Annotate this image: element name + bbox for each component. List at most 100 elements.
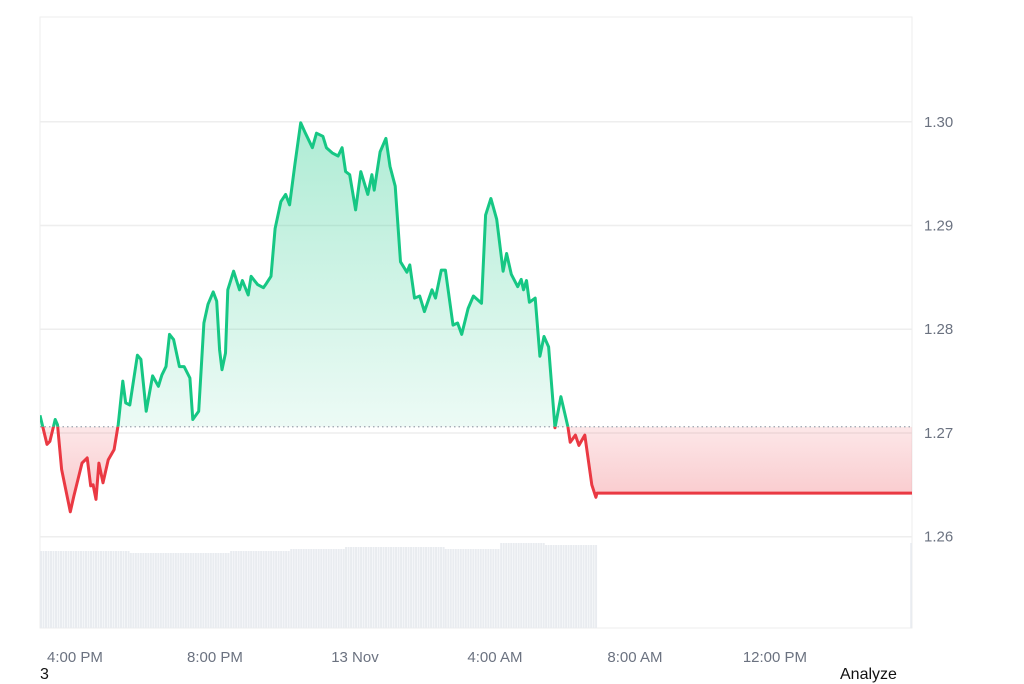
- volume-bar: [140, 553, 142, 628]
- volume-bar: [255, 551, 257, 628]
- volume-bar: [428, 547, 430, 628]
- volume-bar: [220, 553, 222, 628]
- volume-bar: [283, 551, 285, 628]
- volume-bar: [378, 547, 380, 628]
- volume-bar: [528, 543, 530, 628]
- volume-bar: [360, 547, 362, 628]
- volume-bar: [265, 551, 267, 628]
- volume-bar: [233, 551, 235, 628]
- volume-bar: [240, 551, 242, 628]
- volume-bar: [207, 553, 209, 628]
- volume-bar: [520, 543, 522, 628]
- volume-bar: [398, 547, 400, 628]
- volume-bar: [570, 545, 572, 628]
- volume-bar: [545, 545, 547, 628]
- volume-bar: [165, 553, 167, 628]
- volume-bar: [197, 553, 199, 628]
- volume-bar: [83, 551, 85, 628]
- volume-bar: [222, 553, 224, 628]
- volume-bar: [508, 543, 510, 628]
- volume-bar: [48, 551, 50, 628]
- volume-bar: [205, 553, 207, 628]
- volume-bar: [523, 543, 525, 628]
- volume-bar: [172, 553, 174, 628]
- volume-bar: [135, 553, 137, 628]
- volume-bar: [418, 547, 420, 628]
- volume-bar: [333, 549, 335, 628]
- volume-bar: [475, 549, 477, 628]
- volume-bar: [53, 551, 55, 628]
- volume-bar: [388, 547, 390, 628]
- volume-bar: [180, 553, 182, 628]
- x-tick-label: 8:00 AM: [607, 649, 662, 666]
- volume-bar: [353, 547, 355, 628]
- y-axis: 1.261.271.281.291.30: [924, 114, 953, 546]
- volume-bar: [80, 551, 82, 628]
- volume-bar: [543, 543, 545, 628]
- x-tick-label: 12:00 PM: [743, 649, 807, 666]
- volume-bar: [65, 551, 67, 628]
- volume-bar: [93, 551, 95, 628]
- volume-bar: [383, 547, 385, 628]
- volume-bar: [350, 547, 352, 628]
- volume-bar: [43, 551, 45, 628]
- volume-bar: [200, 553, 202, 628]
- volume-bar: [40, 551, 42, 628]
- volume-bar: [293, 549, 295, 628]
- volume-bar: [195, 553, 197, 628]
- volume-bar: [447, 549, 449, 628]
- volume-bar: [75, 551, 77, 628]
- volume-bar: [583, 545, 585, 628]
- volume-bar: [555, 545, 557, 628]
- volume-bar: [55, 551, 57, 628]
- volume-bar: [157, 553, 159, 628]
- volume-bar: [373, 547, 375, 628]
- volume-bar: [258, 551, 260, 628]
- volume-bar: [578, 545, 580, 628]
- volume-bar: [455, 549, 457, 628]
- volume-bar: [182, 553, 184, 628]
- volume-bar: [288, 551, 290, 628]
- volume-bar: [303, 549, 305, 628]
- volume-bar: [285, 551, 287, 628]
- volume-bar: [305, 549, 307, 628]
- volume-bar: [525, 543, 527, 628]
- volume-bar: [580, 545, 582, 628]
- volume-bar: [348, 547, 350, 628]
- volume-bar: [513, 543, 515, 628]
- volume-bar: [147, 553, 149, 628]
- volume-bar: [585, 545, 587, 628]
- volume-bar: [60, 551, 62, 628]
- volume-bar: [503, 543, 505, 628]
- volume-bar: [385, 547, 387, 628]
- volume-bar: [533, 543, 535, 628]
- volume-bar: [268, 551, 270, 628]
- volume-bar: [50, 551, 52, 628]
- volume-bar: [280, 551, 282, 628]
- volume-bar: [73, 551, 75, 628]
- volume-bar: [110, 551, 112, 628]
- volume-bar: [518, 543, 520, 628]
- volume-bar: [167, 553, 169, 628]
- volume-bar: [328, 549, 330, 628]
- volume-bar: [45, 551, 47, 628]
- volume-bar: [100, 551, 102, 628]
- analyze-link[interactable]: Analyze: [840, 666, 897, 684]
- volume-bar: [568, 545, 570, 628]
- volume-bar: [450, 549, 452, 628]
- volume-bar: [187, 553, 189, 628]
- volume-bar: [413, 547, 415, 628]
- x-tick-label: 4:00 AM: [467, 649, 522, 666]
- volume-bar: [560, 545, 562, 628]
- volume-bar: [150, 553, 152, 628]
- volume-bar: [497, 549, 499, 628]
- volume-bar: [553, 545, 555, 628]
- volume-bar: [395, 547, 397, 628]
- volume-bar: [103, 551, 105, 628]
- volume-bar: [315, 549, 317, 628]
- volume-bar: [558, 545, 560, 628]
- volume-bar: [278, 551, 280, 628]
- volume-bar: [313, 549, 315, 628]
